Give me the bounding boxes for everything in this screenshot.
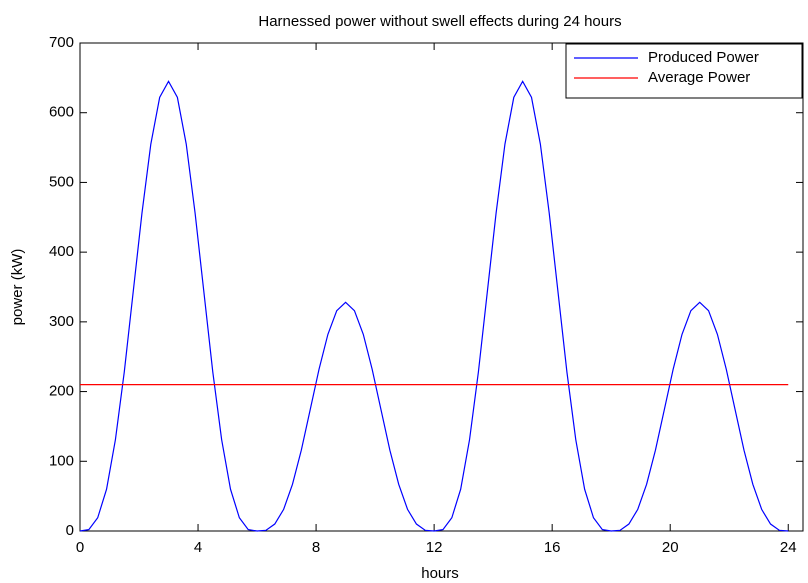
x-tick-label: 4 <box>194 539 202 556</box>
x-axis-label: hours <box>421 565 459 582</box>
chart-title: Harnessed power without swell effects du… <box>258 13 621 30</box>
x-tick-label: 12 <box>426 539 443 556</box>
y-tick-label: 400 <box>49 243 74 260</box>
data-line <box>79 80 789 532</box>
legend-label: Average Power <box>648 69 750 86</box>
x-tick-label: 24 <box>780 539 797 556</box>
x-tick-label: 8 <box>312 539 320 556</box>
y-tick-label: 700 <box>49 34 74 51</box>
y-tick-label: 100 <box>49 452 74 469</box>
plot-area <box>79 42 804 532</box>
y-tick-label: 300 <box>49 313 74 330</box>
x-tick-label: 0 <box>76 539 84 556</box>
y-tick-label: 500 <box>49 173 74 190</box>
y-tick-label: 0 <box>66 522 74 539</box>
y-tick-label: 200 <box>49 383 74 400</box>
y-axis-label: power (kW) <box>9 249 26 326</box>
x-tick-label: 16 <box>544 539 561 556</box>
legend-label: Produced Power <box>648 49 759 66</box>
legend-box <box>565 43 803 99</box>
x-tick-label: 20 <box>662 539 679 556</box>
y-tick-label: 600 <box>49 104 74 121</box>
